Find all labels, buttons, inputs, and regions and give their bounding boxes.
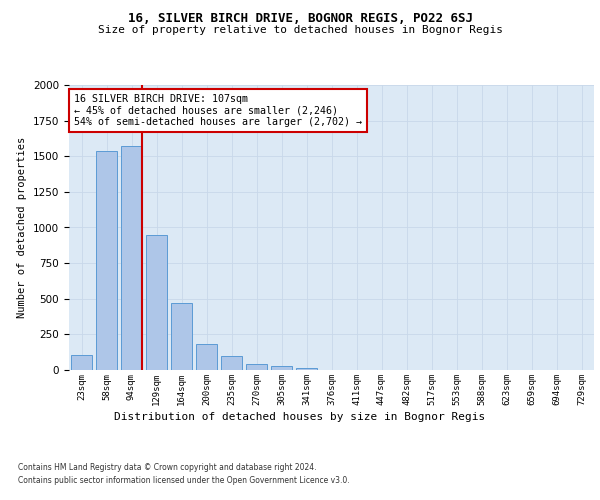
Text: Distribution of detached houses by size in Bognor Regis: Distribution of detached houses by size … [115, 412, 485, 422]
Bar [171, 303, 192, 370]
Bar [246, 364, 267, 370]
Bar [221, 356, 242, 370]
Text: Contains HM Land Registry data © Crown copyright and database right 2024.: Contains HM Land Registry data © Crown c… [18, 464, 317, 472]
Bar [96, 152, 117, 370]
Bar [71, 355, 92, 370]
Bar [146, 236, 167, 370]
Y-axis label: Number of detached properties: Number of detached properties [17, 137, 28, 318]
Text: 16, SILVER BIRCH DRIVE, BOGNOR REGIS, PO22 6SJ: 16, SILVER BIRCH DRIVE, BOGNOR REGIS, PO… [128, 12, 473, 26]
Bar [196, 344, 217, 370]
Bar [271, 366, 292, 370]
Text: 16 SILVER BIRCH DRIVE: 107sqm
← 45% of detached houses are smaller (2,246)
54% o: 16 SILVER BIRCH DRIVE: 107sqm ← 45% of d… [74, 94, 362, 126]
Bar [296, 368, 317, 370]
Text: Size of property relative to detached houses in Bognor Regis: Size of property relative to detached ho… [97, 25, 503, 35]
Bar [121, 146, 142, 370]
Text: Contains public sector information licensed under the Open Government Licence v3: Contains public sector information licen… [18, 476, 350, 485]
